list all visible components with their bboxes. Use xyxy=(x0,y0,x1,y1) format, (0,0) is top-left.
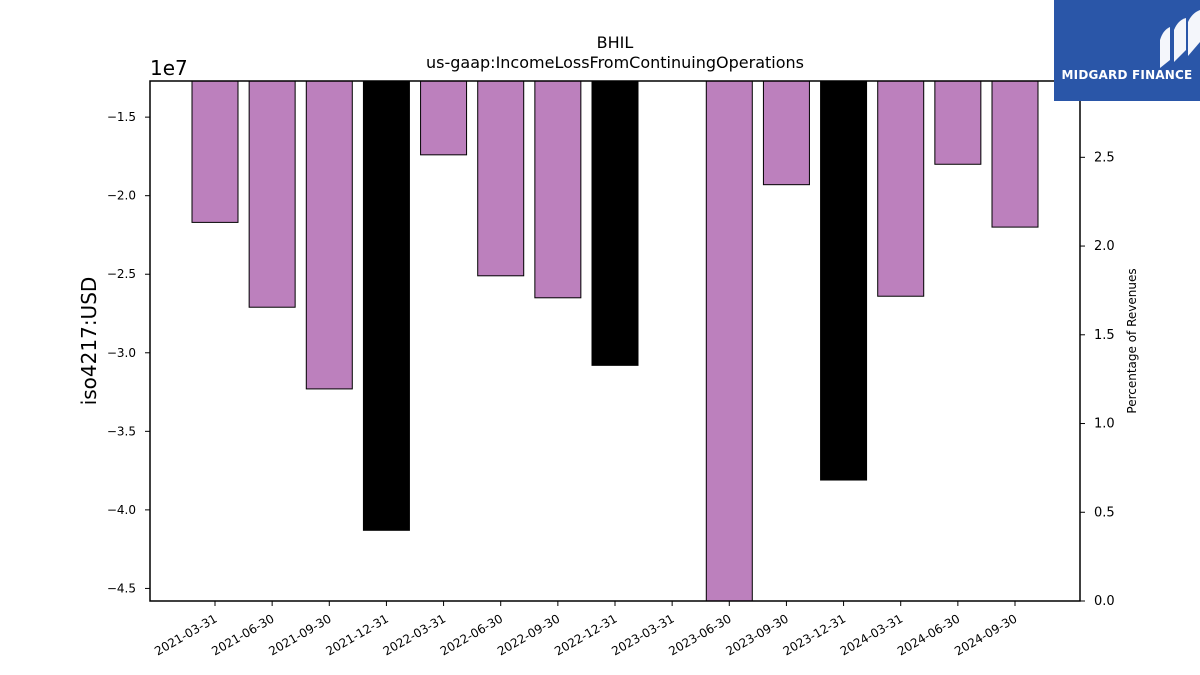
y-right-tick-label: 0.5 xyxy=(1094,505,1115,520)
chart-title: BHIL xyxy=(597,33,634,52)
y-offset-label: 1e7 xyxy=(150,56,188,80)
bar-2024-06-30 xyxy=(934,80,982,165)
plot-frame xyxy=(149,80,1081,602)
x-tick-label-2024-06-30: 2024-06-30 xyxy=(895,611,962,658)
bar-2021-06-30 xyxy=(248,80,296,308)
y-tick-label: −3.5 xyxy=(107,424,136,438)
x-tick-label-2021-06-30: 2021-06-30 xyxy=(209,611,276,658)
y-tick-label: −4.0 xyxy=(107,503,136,517)
x-tick-label-2023-12-31: 2023-12-31 xyxy=(781,611,848,658)
y-tick-label: −2.5 xyxy=(107,267,136,281)
bar-2023-09-30 xyxy=(762,80,810,186)
y-right-tick-label: 1.0 xyxy=(1094,417,1115,432)
x-tick-label-2024-03-31: 2024-03-31 xyxy=(838,611,905,658)
bar-2021-03-31 xyxy=(191,80,239,223)
x-tick-label-2021-12-31: 2021-12-31 xyxy=(324,611,391,658)
y-axis-label: iso4217:USD xyxy=(77,277,101,406)
bar-2024-09-30 xyxy=(991,80,1039,228)
bar-2023-12-31 xyxy=(820,80,868,481)
y-tick-label: −2.0 xyxy=(107,189,136,203)
x-tick-label-2021-09-30: 2021-09-30 xyxy=(266,611,333,658)
y-right-tick-label: 0.0 xyxy=(1094,594,1115,609)
bar-2024-03-31 xyxy=(877,80,925,297)
bar-2021-12-31 xyxy=(362,80,410,531)
y-tick-label: −3.0 xyxy=(107,346,136,360)
x-tick-label-2022-03-31: 2022-03-31 xyxy=(381,611,448,658)
y-right-tick-label: 2.0 xyxy=(1094,239,1115,254)
bar-2022-06-30 xyxy=(477,80,525,277)
logo-text: MIDGARD FINANCE xyxy=(1061,68,1193,82)
y-tick-label: −1.5 xyxy=(107,110,136,124)
bar-2021-09-30 xyxy=(305,80,353,390)
x-tick-label-2023-06-30: 2023-06-30 xyxy=(666,611,733,658)
x-tick-label-2023-09-30: 2023-09-30 xyxy=(724,611,791,658)
x-tick-label-2022-06-30: 2022-06-30 xyxy=(438,611,505,658)
bar-2022-12-31 xyxy=(591,80,639,366)
x-tick-label-2021-03-31: 2021-03-31 xyxy=(152,611,219,658)
y-axis-right-label: Percentage of Revenues xyxy=(1125,268,1139,413)
x-tick-label-2022-09-30: 2022-09-30 xyxy=(495,611,562,658)
x-tick-label-2024-09-30: 2024-09-30 xyxy=(952,611,1019,658)
bar-2022-03-31 xyxy=(420,80,468,156)
chart-subtitle: us-gaap:IncomeLossFromContinuingOperatio… xyxy=(426,53,804,72)
x-tick-label-2023-03-31: 2023-03-31 xyxy=(609,611,676,658)
midgard-logo: MIDGARD FINANCE xyxy=(1054,0,1200,101)
y-right-tick-label: 1.5 xyxy=(1094,328,1115,343)
bars-group xyxy=(191,80,1039,602)
bar-2023-06-30 xyxy=(705,80,753,602)
x-tick-label-2022-12-31: 2022-12-31 xyxy=(552,611,619,658)
bar-2022-09-30 xyxy=(534,80,582,299)
y-right-tick-label: 2.5 xyxy=(1094,150,1115,165)
y-tick-label: −4.5 xyxy=(107,581,136,595)
midgard-logo-icon xyxy=(1160,10,1200,68)
